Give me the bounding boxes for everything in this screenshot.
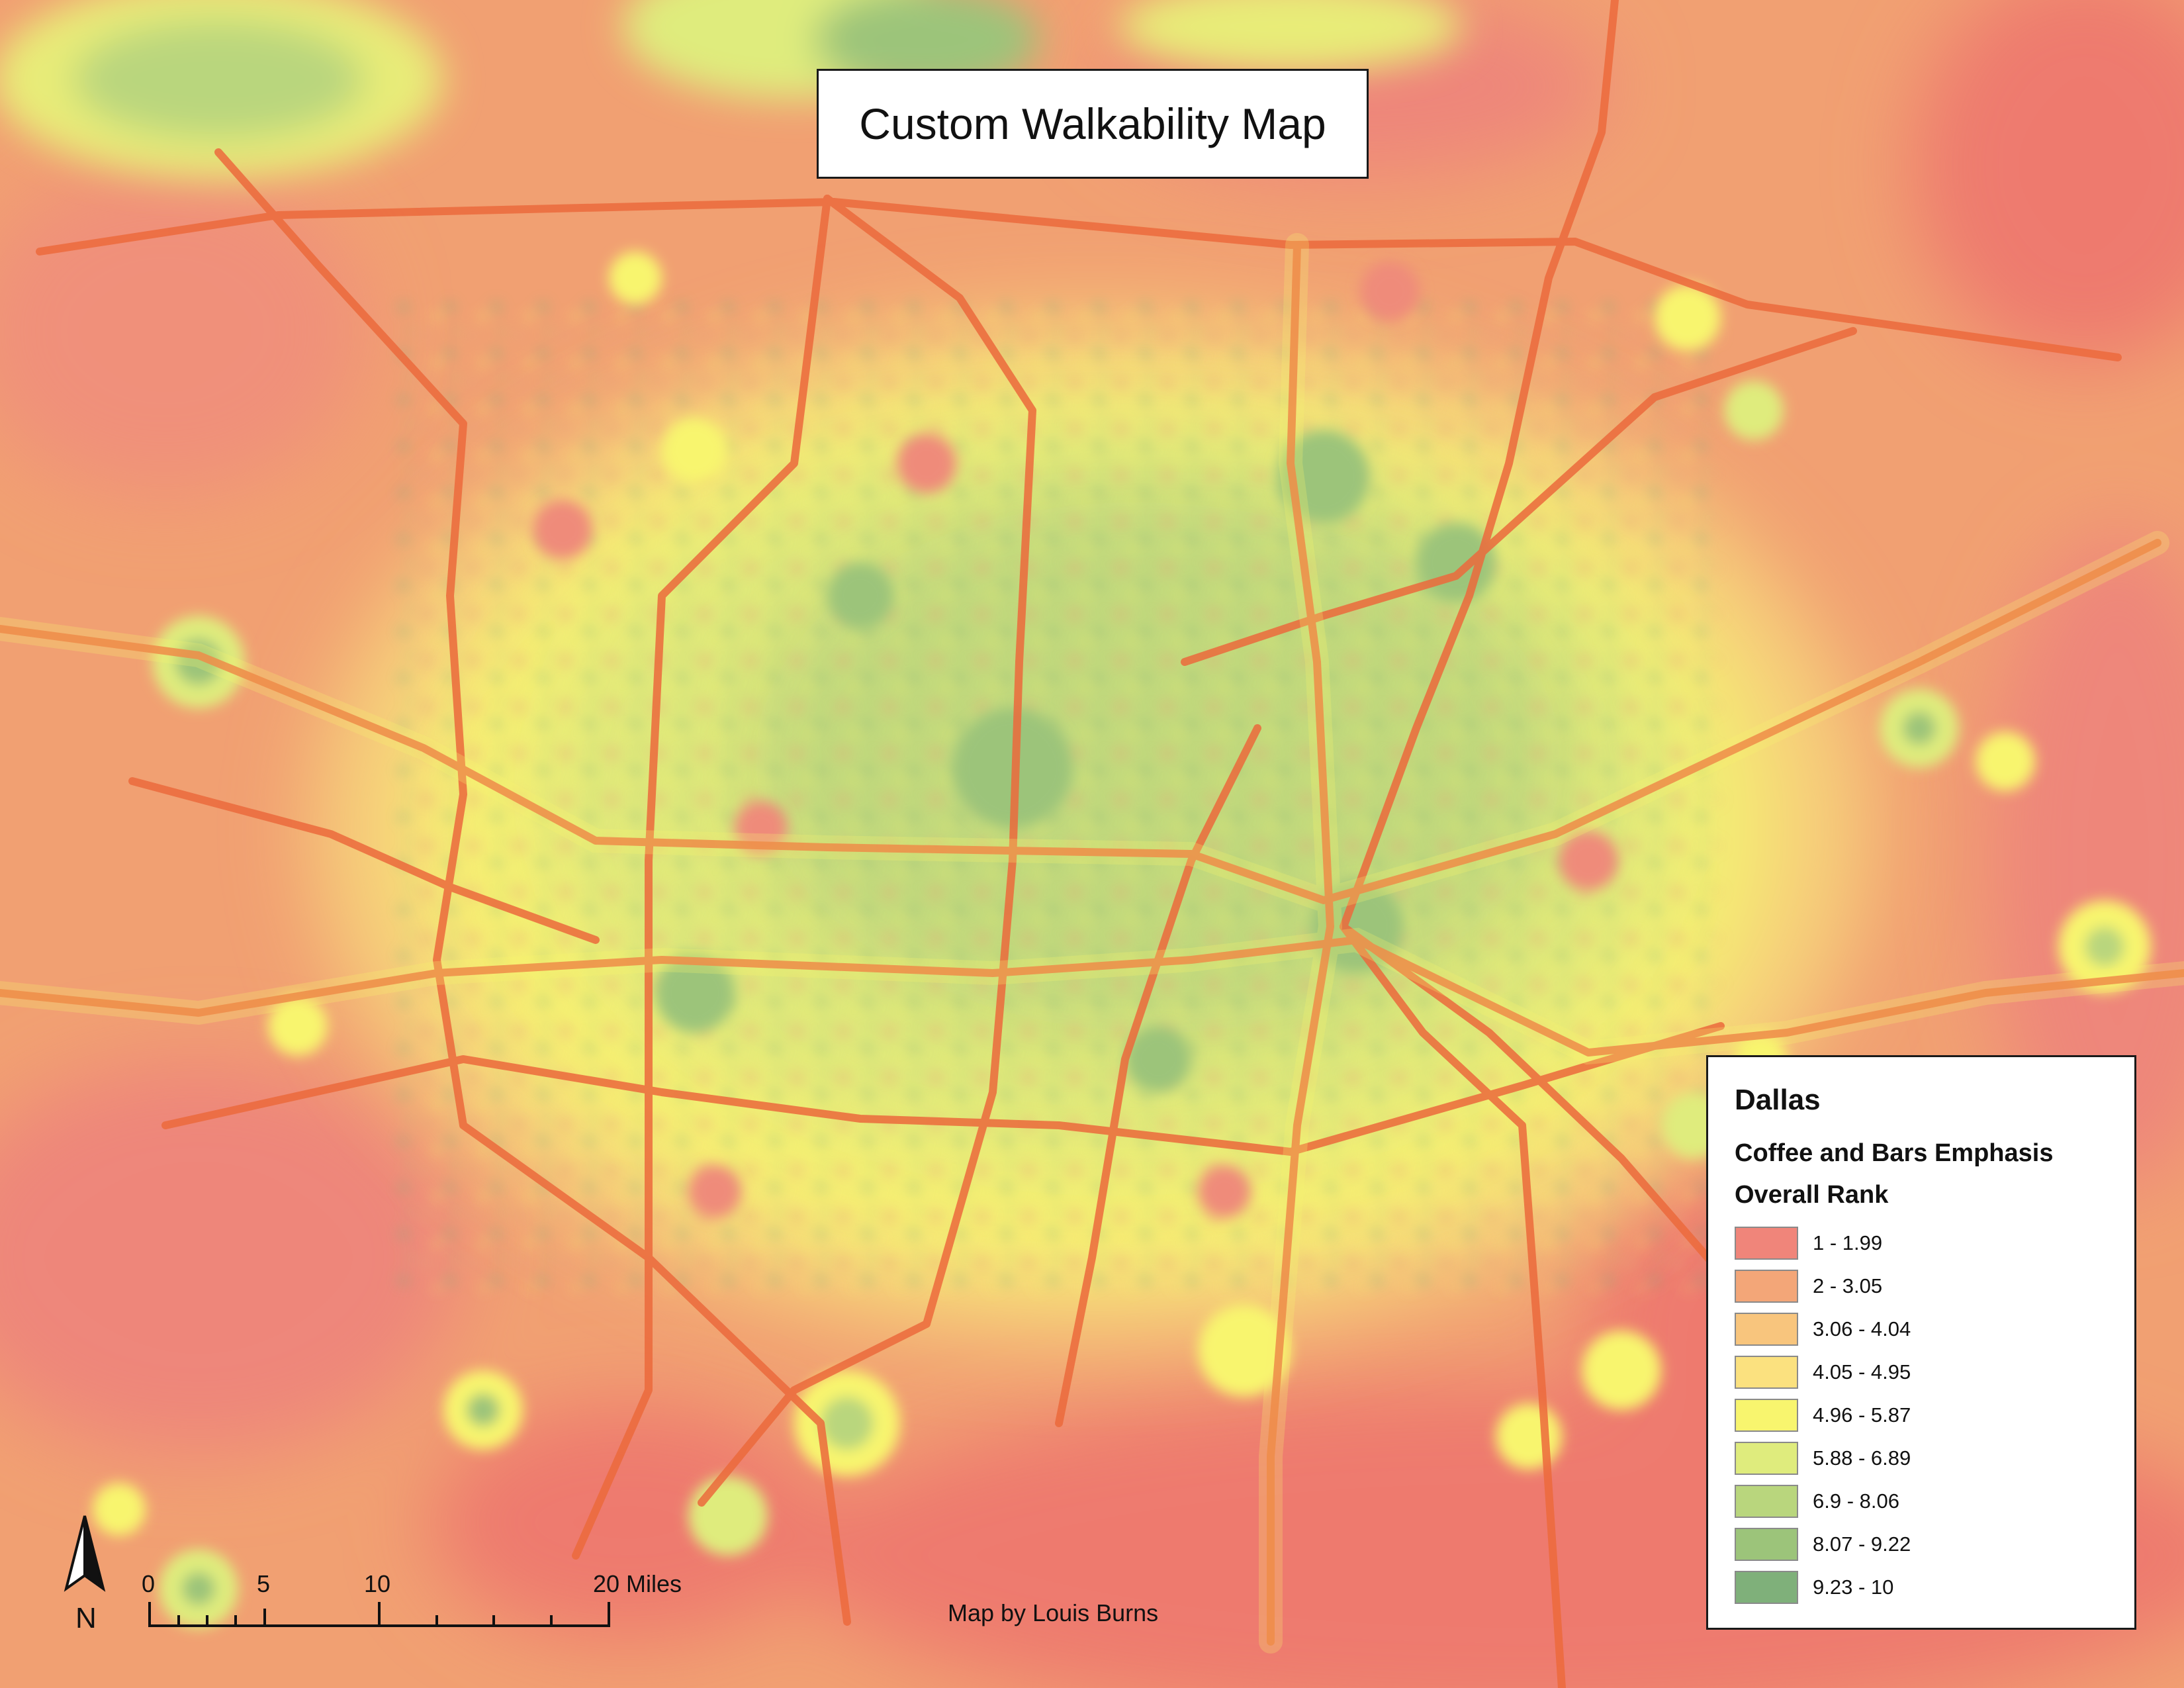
- legend-swatch: [1735, 1269, 1798, 1303]
- highway-ew-middle: [0, 936, 2184, 1056]
- highway-ew-lower: [161, 1022, 1725, 1156]
- scale-bar: [148, 1602, 610, 1627]
- legend-swatch: [1735, 1527, 1798, 1561]
- legend-row: 1 - 1.99: [1735, 1221, 2134, 1264]
- legend-label: 6.9 - 8.06: [1813, 1489, 1899, 1513]
- legend-swatch: [1735, 1441, 1798, 1475]
- legend-label: 1 - 1.99: [1813, 1231, 1883, 1254]
- scale-label-20-miles: 20 Miles: [593, 1570, 682, 1597]
- legend-swatch: [1735, 1484, 1798, 1518]
- legend-field: Overall Rank: [1735, 1181, 1889, 1209]
- legend-subtitle: Coffee and Bars Emphasis: [1735, 1139, 2054, 1167]
- legend-row: 3.06 - 4.04: [1735, 1307, 2134, 1350]
- legend-swatch: [1735, 1398, 1798, 1432]
- legend-label: 5.88 - 6.89: [1813, 1446, 1911, 1470]
- north-label: N: [75, 1602, 97, 1634]
- legend-label: 4.96 - 5.87: [1813, 1403, 1911, 1427]
- legend-swatch: [1735, 1226, 1798, 1260]
- legend: Dallas Coffee and Bars Emphasis Overall …: [1706, 1055, 2136, 1630]
- map-title-box: Custom Walkability Map: [817, 69, 1369, 179]
- highway-diagonal-se: [1340, 923, 1758, 1315]
- legend-row: 2 - 3.05: [1735, 1264, 2134, 1307]
- highway-ns-central-west: [572, 195, 831, 1560]
- legend-label: 4.05 - 4.95: [1813, 1360, 1911, 1383]
- highway-diagonal-sw: [1055, 724, 1261, 1427]
- highway-ns-east: [1267, 241, 1334, 1646]
- legend-row: 4.96 - 5.87: [1735, 1393, 2134, 1436]
- legend-label: 2 - 3.05: [1813, 1274, 1883, 1297]
- north-arrow: [64, 1515, 106, 1592]
- highway-diagonal-west: [128, 777, 600, 944]
- legend-city: Dallas: [1735, 1084, 1821, 1116]
- scale-label-10: 10: [364, 1570, 391, 1597]
- legend-swatch: [1735, 1312, 1798, 1346]
- highway-diagonal-ne: [1181, 327, 1857, 666]
- map-title: Custom Walkability Map: [859, 99, 1326, 148]
- legend-classes: 1 - 1.99 2 - 3.05 3.06 - 4.04 4.05 - 4.9…: [1735, 1221, 2134, 1609]
- highway-ns-west: [214, 148, 851, 1626]
- highway-ns-central: [698, 195, 1036, 1507]
- map-credit: Map by Louis Burns: [948, 1599, 1159, 1626]
- legend-swatch: [1735, 1355, 1798, 1389]
- scale-label-5: 5: [257, 1570, 271, 1597]
- legend-row: 8.07 - 9.22: [1735, 1523, 2134, 1566]
- legend-label: 3.06 - 4.04: [1813, 1317, 1911, 1340]
- highway-ns-far-east: [1340, 0, 1619, 1688]
- scale-label-0: 0: [142, 1570, 156, 1597]
- legend-swatch: [1735, 1570, 1798, 1604]
- legend-row: 4.05 - 4.95: [1735, 1350, 2134, 1393]
- legend-row: 9.23 - 10: [1735, 1566, 2134, 1609]
- legend-label: 9.23 - 10: [1813, 1575, 1894, 1599]
- legend-label: 8.07 - 9.22: [1813, 1532, 1911, 1556]
- legend-row: 5.88 - 6.89: [1735, 1436, 2134, 1479]
- highway-glow: [0, 233, 2184, 1654]
- legend-row: 6.9 - 8.06: [1735, 1479, 2134, 1523]
